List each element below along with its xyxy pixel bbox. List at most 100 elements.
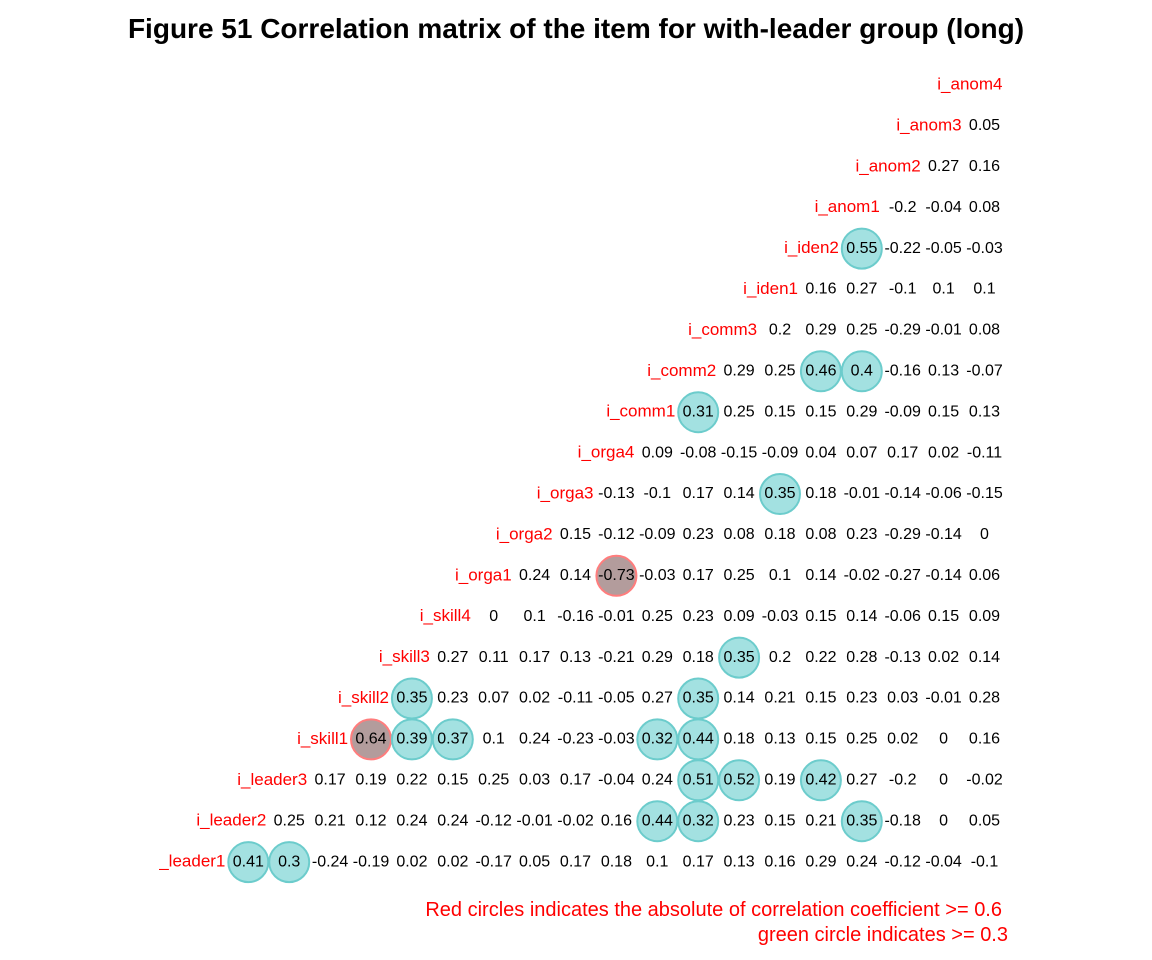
correlation-value: -0.04 — [598, 772, 635, 789]
correlation-value: 0.17 — [683, 853, 714, 870]
row-label-i_comm3: i_comm3 — [688, 320, 757, 339]
correlation-value: 0.17 — [683, 567, 714, 584]
correlation-value: 0.39 — [396, 731, 427, 748]
correlation-value: -0.13 — [598, 485, 635, 502]
correlation-value: -0.05 — [925, 240, 962, 257]
correlation-value: 0.41 — [233, 853, 264, 870]
correlation-value: 0.29 — [805, 853, 836, 870]
green-highlight-circle — [677, 800, 720, 843]
correlation-value: 0.25 — [846, 731, 877, 748]
correlation-value: 0.23 — [683, 526, 714, 543]
row-label-i_iden2: i_iden2 — [784, 238, 839, 257]
correlation-value: -0.15 — [966, 485, 1003, 502]
correlation-value: -0.14 — [884, 485, 921, 502]
correlation-value: 0.25 — [478, 772, 509, 789]
correlation-value: 0.23 — [724, 812, 755, 829]
correlation-value: 0.15 — [928, 403, 959, 420]
correlation-value: -0.01 — [925, 322, 962, 339]
correlation-value: -0.09 — [884, 403, 921, 420]
correlation-value: 0.17 — [519, 649, 550, 666]
correlation-value: 0.2 — [769, 649, 791, 666]
correlation-value: 0.51 — [683, 772, 714, 789]
correlation-value: 0.18 — [764, 526, 795, 543]
correlation-value: 0.42 — [805, 772, 836, 789]
correlation-value: -0.21 — [598, 649, 635, 666]
correlation-value: 0.06 — [969, 567, 1000, 584]
row-label-i_anom4: i_anom4 — [937, 74, 1002, 93]
correlation-value: 0.21 — [315, 812, 346, 829]
correlation-value: 0.27 — [642, 690, 673, 707]
green-highlight-circle — [431, 718, 474, 761]
correlation-value: -0.13 — [884, 649, 921, 666]
correlation-value: -0.73 — [598, 567, 635, 584]
row-label-leader1: _leader1 — [158, 852, 225, 871]
correlation-value: 0.21 — [764, 690, 795, 707]
correlation-value: -0.14 — [925, 567, 962, 584]
correlation-value: 0.07 — [846, 444, 877, 461]
correlation-value: -0.02 — [844, 567, 881, 584]
correlation-value: 0.1 — [646, 853, 668, 870]
correlation-value: -0.01 — [844, 485, 881, 502]
correlation-value: 0.14 — [724, 485, 755, 502]
correlation-value: 0.09 — [724, 608, 755, 625]
chart-title: Figure 51 Correlation matrix of the item… — [128, 13, 1024, 44]
red-highlight-circle — [595, 554, 638, 597]
correlation-value: -0.03 — [598, 731, 635, 748]
correlation-value: 0.14 — [846, 608, 877, 625]
correlation-value: 0.23 — [683, 608, 714, 625]
correlation-value: 0.29 — [642, 649, 673, 666]
correlation-value: 0.1 — [769, 567, 791, 584]
correlation-value: 0.31 — [683, 403, 714, 420]
correlation-value: 0.4 — [851, 363, 873, 380]
correlation-value: -0.09 — [639, 526, 676, 543]
correlation-value: 0.14 — [805, 567, 836, 584]
correlation-value: 0.02 — [928, 649, 959, 666]
correlation-value: 0.16 — [969, 158, 1000, 175]
correlation-value: 0.13 — [928, 363, 959, 380]
row-label-i_anom3: i_anom3 — [896, 115, 961, 134]
row-label-i_orga3: i_orga3 — [537, 483, 594, 502]
correlation-value: 0.11 — [479, 649, 509, 666]
correlation-value: 0.05 — [969, 117, 1000, 134]
circles-layer — [227, 227, 883, 884]
green-highlight-circle — [799, 759, 842, 802]
correlation-value: 0.03 — [519, 772, 550, 789]
correlation-value: 0.22 — [805, 649, 836, 666]
correlation-value: 0.02 — [519, 690, 550, 707]
correlation-value: 0.27 — [928, 158, 959, 175]
correlation-value: 0.2 — [769, 322, 791, 339]
correlation-value: 0.15 — [928, 608, 959, 625]
correlation-value: 0.18 — [724, 731, 755, 748]
correlation-value: 0.17 — [315, 772, 346, 789]
row-label-i_anom1: i_anom1 — [815, 197, 880, 216]
green-highlight-circle — [759, 473, 801, 515]
correlation-value: -0.24 — [312, 853, 349, 870]
correlation-value: 0 — [939, 731, 948, 748]
correlation-value: -0.12 — [884, 853, 921, 870]
correlation-value: 0.18 — [601, 853, 632, 870]
correlation-value: -0.06 — [925, 485, 962, 502]
correlation-value: 0.22 — [396, 772, 427, 789]
correlation-value: -0.08 — [680, 444, 717, 461]
correlation-value: 0.64 — [355, 731, 386, 748]
correlation-value: -0.07 — [966, 363, 1003, 380]
correlation-value: 0 — [980, 526, 989, 543]
correlation-value: -0.01 — [925, 690, 962, 707]
correlation-value: -0.15 — [721, 444, 758, 461]
correlation-value: -0.29 — [884, 526, 921, 543]
correlation-value: 0.16 — [764, 853, 795, 870]
correlation-value: 0 — [939, 812, 948, 829]
correlation-value: 0.1 — [973, 281, 995, 298]
correlation-value: 0.32 — [683, 812, 714, 829]
green-highlight-circle — [840, 800, 883, 843]
correlation-value: 0.15 — [805, 690, 836, 707]
correlation-value: 0.05 — [969, 812, 1000, 829]
row-label-i_skill4: i_skill4 — [420, 606, 471, 625]
correlation-value: 0.23 — [846, 690, 877, 707]
correlation-value: -0.23 — [557, 731, 594, 748]
correlation-value: 0.25 — [274, 812, 305, 829]
row-label-i_orga1: i_orga1 — [455, 565, 512, 584]
correlation-value: 0.24 — [519, 731, 550, 748]
correlation-value: 0.25 — [846, 322, 877, 339]
correlation-value: -0.03 — [762, 608, 799, 625]
